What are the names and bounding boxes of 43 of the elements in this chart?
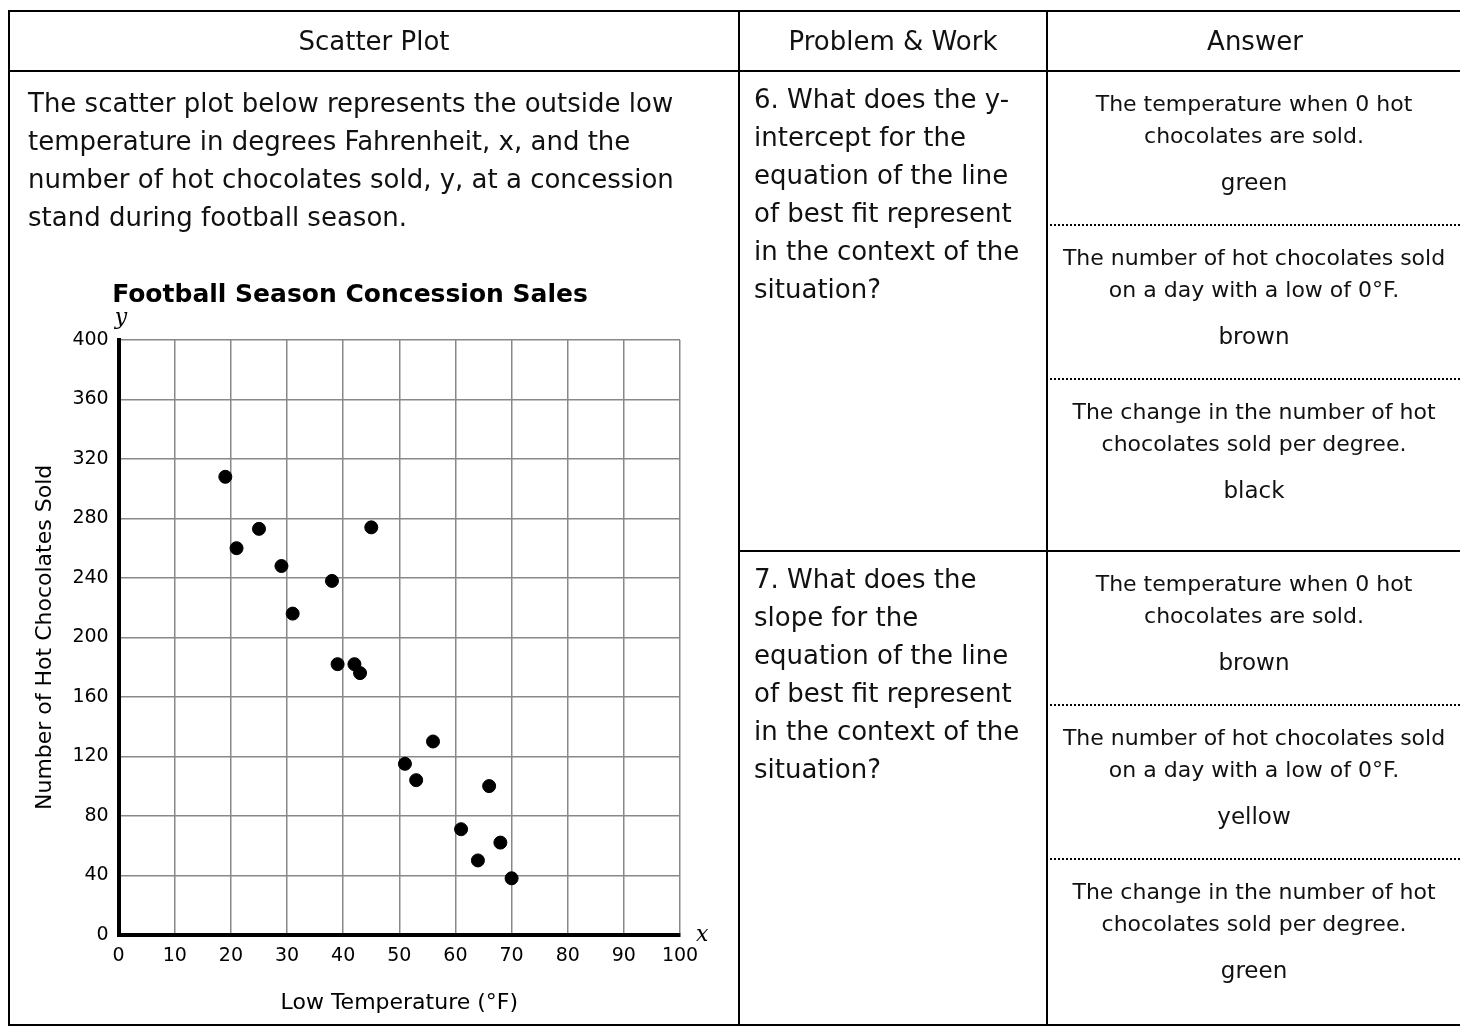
y-axis-title: Number of Hot Chocolates Sold (30, 464, 56, 811)
x-tick-label: 10 (162, 943, 187, 966)
text: The number of hot chocolates sold on a day with a low of 0°F. (1061, 244, 1447, 304)
x-tick-label: 0 (112, 943, 125, 966)
y-tick-label: 0 (96, 921, 109, 944)
text: yellow (1216, 802, 1292, 831)
text: green (1219, 956, 1289, 985)
y-tick-label: 160 (72, 683, 109, 706)
x-tick-label: 100 (661, 943, 699, 966)
x-tick-label: 40 (331, 943, 356, 966)
text: The scatter plot below represents the outside low temperature in degrees Fahrenheit, x, and the number of hot chocolates sold, y, at a concession stand during football season. (28, 87, 675, 234)
text: brown (1217, 322, 1291, 351)
y-tick-label: 40 (84, 862, 109, 885)
text: green (1219, 168, 1289, 197)
x-tick-label: 60 (443, 943, 468, 966)
text: Problem & Work (740, 12, 1048, 72)
text: Answer (1048, 12, 1460, 72)
text: The change in the number of hot chocolates sold per degree. (1071, 878, 1437, 938)
y-tick-label: 80 (84, 802, 109, 825)
y-tick-label: 320 (72, 445, 109, 468)
y-tick-label: 280 (72, 505, 109, 528)
text: 6. What does the y-intercept for the equation of the line of best fit represent in the context of the situation? (754, 83, 1021, 306)
x-tick-label: 80 (555, 943, 580, 966)
text: Scatter Plot (10, 12, 738, 72)
text: brown (1217, 648, 1291, 677)
x-tick-label: 20 (218, 943, 244, 966)
x-tick-label: 90 (611, 943, 636, 966)
y-tick-label: 120 (72, 743, 109, 766)
y-tick-label: 360 (72, 386, 109, 409)
y-tick-label: 240 (72, 564, 109, 587)
text: The temperature when 0 hot chocolates are sold. (1094, 90, 1414, 150)
text: The temperature when 0 hot chocolates are sold. (1094, 570, 1414, 630)
x-tick-label: 50 (387, 943, 412, 966)
text: black (1222, 476, 1286, 505)
text: 7. What does the slope for the equation of the line of best fit represent in the context of the situation? (754, 563, 1021, 786)
text: x (696, 920, 709, 946)
y-tick-label: 200 (72, 624, 109, 647)
x-axis-title: Low Temperature (°F) (280, 988, 519, 1014)
x-tick-label: 70 (499, 943, 524, 966)
y-tick-label: 400 (72, 326, 109, 349)
text: The number of hot chocolates sold on a day with a low of 0°F. (1061, 724, 1447, 784)
text: The change in the number of hot chocolates sold per degree. (1071, 398, 1437, 458)
x-tick-label: 30 (274, 943, 300, 966)
